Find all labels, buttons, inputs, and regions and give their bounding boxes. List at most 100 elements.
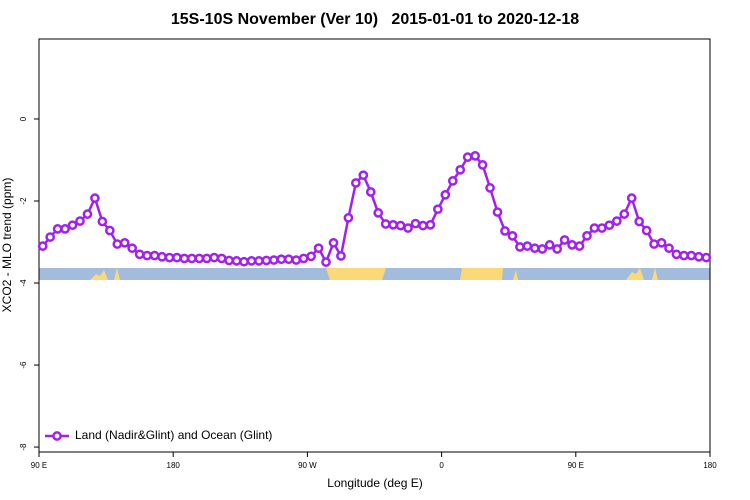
point (104, 225, 115, 236)
y-tick-label: -2 (19, 197, 28, 205)
point (90, 193, 100, 203)
point (552, 244, 563, 254)
point (194, 253, 205, 264)
point (112, 239, 123, 249)
point (425, 219, 436, 230)
point (134, 249, 145, 260)
plot-frame (38, 38, 711, 453)
point (291, 255, 302, 265)
point (388, 219, 398, 230)
point (656, 237, 667, 248)
point (574, 241, 585, 251)
x-tick-label: 180 (167, 461, 181, 470)
point (582, 231, 592, 241)
point (671, 249, 682, 260)
point (172, 252, 182, 263)
point (75, 216, 85, 226)
land-patch (652, 268, 658, 280)
chart-title: 15S-10S November (Ver 10) 2015-01-01 to … (171, 11, 579, 28)
point (246, 256, 257, 266)
point (60, 224, 70, 234)
point (82, 209, 93, 219)
point (522, 241, 533, 251)
point (313, 243, 324, 254)
point (477, 160, 488, 170)
x-tick-label: 0 (439, 461, 444, 470)
point (97, 216, 108, 227)
point (686, 250, 697, 261)
point (37, 241, 48, 251)
point (201, 253, 212, 264)
point (261, 255, 272, 266)
point (403, 223, 413, 233)
point (559, 235, 570, 245)
point (611, 216, 622, 226)
point (433, 204, 443, 215)
x-tick-label: 90 W (298, 461, 317, 470)
point (492, 207, 503, 217)
land-patch (326, 268, 386, 280)
point (157, 251, 167, 262)
point (239, 256, 249, 267)
y-tick-label: -6 (19, 361, 28, 369)
point (641, 225, 652, 236)
point (351, 178, 361, 188)
point (321, 257, 331, 267)
point (164, 252, 175, 263)
point (149, 250, 160, 261)
point (52, 224, 63, 234)
land-patch (626, 268, 644, 280)
point (462, 152, 473, 162)
point (358, 170, 369, 181)
legend-label: Land (Nadir&Glint) and Ocean (Glint) (75, 428, 272, 442)
legend-marker (52, 431, 62, 441)
point (254, 256, 264, 266)
point (529, 243, 540, 254)
land-patch (460, 268, 503, 280)
point (544, 240, 555, 250)
point (365, 187, 376, 197)
point (693, 251, 704, 262)
point (179, 253, 190, 264)
point (634, 216, 645, 227)
point (649, 239, 659, 249)
point (127, 243, 138, 254)
point (664, 243, 674, 254)
point (328, 237, 339, 248)
point (373, 208, 384, 218)
point (119, 237, 130, 248)
land-patch (513, 270, 518, 280)
point (418, 220, 428, 231)
point (216, 253, 227, 264)
point (440, 189, 451, 200)
point (485, 183, 495, 193)
point (604, 220, 615, 231)
land-patch (90, 270, 108, 280)
point (224, 255, 234, 266)
point (626, 193, 637, 203)
point (515, 242, 525, 252)
y-tick-label: 0 (19, 116, 28, 121)
point (455, 164, 466, 175)
point (343, 212, 354, 223)
point (701, 252, 712, 263)
point (186, 253, 197, 264)
y-axis-label: XCO2 - MLO trend (ppm) (0, 178, 14, 313)
x-axis-label: Longitude (deg E) (327, 476, 422, 490)
point (447, 176, 458, 186)
y-tick-label: -4 (19, 279, 28, 287)
point (597, 223, 607, 233)
x-tick-label: 90 E (568, 461, 584, 470)
land-ocean-strip (39, 268, 710, 280)
point (306, 251, 316, 262)
point (410, 218, 421, 229)
point (567, 240, 577, 250)
point (589, 223, 600, 233)
point (298, 253, 309, 264)
x-tick-label: 180 (703, 461, 717, 470)
series-line (41, 154, 707, 266)
point (500, 226, 510, 236)
x-tick-label: 90 E (31, 461, 47, 470)
point (395, 220, 406, 231)
